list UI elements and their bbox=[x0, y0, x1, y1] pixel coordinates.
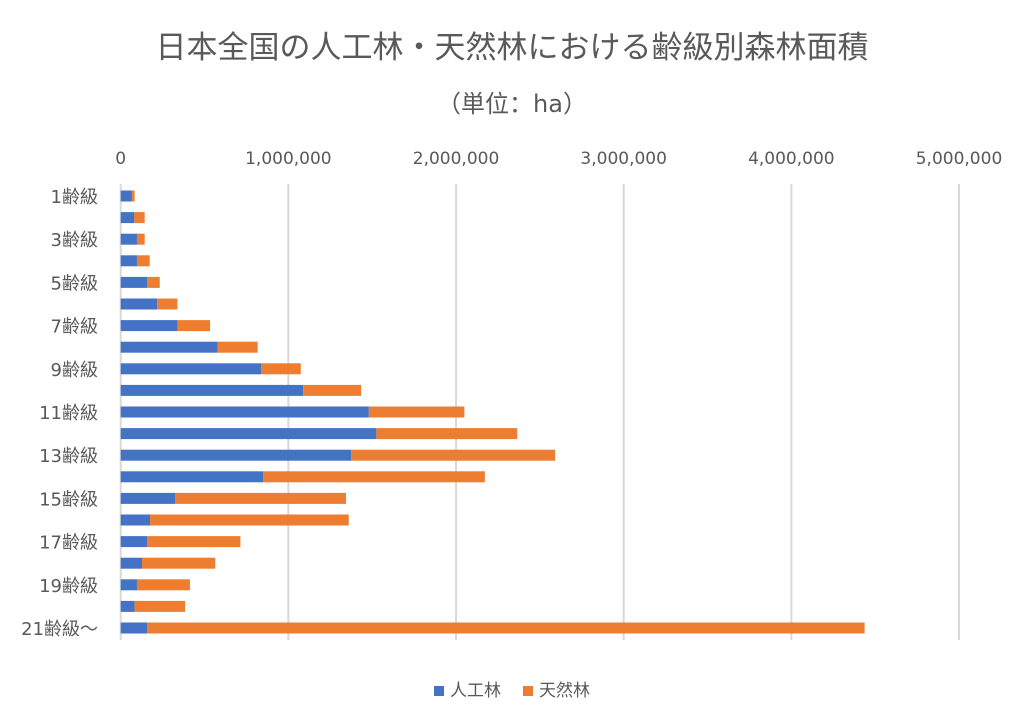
legend-item-natural: 天然林 bbox=[523, 676, 590, 701]
y-tick-label: 5齢級 bbox=[51, 273, 98, 294]
bar-natural bbox=[157, 298, 178, 310]
bar-natural bbox=[147, 276, 160, 288]
legend-label-artificial: 人工林 bbox=[450, 681, 501, 701]
y-tick-label: 17齢級 bbox=[39, 533, 98, 554]
x-tick-label: 4,000,000 bbox=[748, 149, 835, 169]
x-tick-label: 5,000,000 bbox=[916, 149, 1003, 169]
x-tick-label: 0 bbox=[115, 149, 126, 169]
x-tick-label: 3,000,000 bbox=[580, 149, 667, 169]
bar-natural bbox=[147, 536, 241, 548]
bar-artificial bbox=[120, 600, 135, 612]
bar-natural bbox=[217, 341, 258, 353]
legend-swatch-natural bbox=[523, 686, 533, 696]
bar-artificial bbox=[120, 557, 142, 569]
bar-natural bbox=[141, 557, 216, 569]
bar-artificial bbox=[120, 276, 148, 288]
bar-artificial bbox=[120, 212, 135, 224]
y-tick-label: 13齢級 bbox=[39, 446, 98, 467]
y-tick-label: 3齢級 bbox=[51, 230, 98, 251]
bar-natural bbox=[131, 190, 135, 202]
bar-artificial bbox=[120, 363, 262, 375]
y-tick-label: 7齢級 bbox=[51, 317, 98, 338]
bar-artificial bbox=[120, 579, 137, 591]
bar-natural bbox=[136, 579, 190, 591]
bar-artificial bbox=[120, 536, 148, 548]
bar-artificial bbox=[120, 384, 304, 396]
y-tick-label: 15齢級 bbox=[39, 489, 98, 510]
bar-natural bbox=[303, 384, 362, 396]
bar-natural bbox=[147, 622, 865, 634]
bar-natural bbox=[351, 449, 556, 461]
y-tick-label: 21齢級～ bbox=[21, 619, 98, 640]
bar-artificial bbox=[120, 233, 137, 245]
bar-natural bbox=[177, 320, 211, 332]
bar-artificial bbox=[120, 428, 377, 440]
bar-artificial bbox=[120, 622, 148, 634]
x-tick-label: 1,000,000 bbox=[245, 149, 332, 169]
bar-natural bbox=[134, 600, 186, 612]
x-tick-label: 2,000,000 bbox=[413, 149, 500, 169]
bar-natural bbox=[175, 492, 347, 504]
chart-title: 日本全国の人工林・天然林における齢級別森林面積 bbox=[155, 30, 869, 66]
legend-item-artificial: 人工林 bbox=[434, 676, 501, 701]
y-tick-label: 19齢級 bbox=[39, 576, 98, 597]
y-tick-label: 11齢級 bbox=[39, 403, 98, 424]
chart-subtitle: （単位：ha） bbox=[437, 90, 587, 118]
bar-natural bbox=[134, 212, 145, 224]
bar-natural bbox=[136, 233, 145, 245]
bar-artificial bbox=[120, 190, 132, 202]
bar-artificial bbox=[120, 341, 218, 353]
bar-natural bbox=[261, 363, 301, 375]
bar-artificial bbox=[120, 298, 158, 310]
bar-artificial bbox=[120, 255, 137, 267]
y-tick-label: 1齢級 bbox=[51, 187, 98, 208]
bar-artificial bbox=[120, 406, 369, 418]
y-tick-label: 9齢級 bbox=[51, 360, 98, 381]
bar-artificial bbox=[120, 471, 264, 483]
bar-artificial bbox=[120, 449, 352, 461]
bar-natural bbox=[136, 255, 150, 267]
bar-natural bbox=[368, 406, 465, 418]
bar-artificial bbox=[120, 320, 178, 332]
bar-artificial bbox=[120, 514, 151, 526]
bar-natural bbox=[150, 514, 349, 526]
bar-natural bbox=[263, 471, 485, 483]
bar-natural bbox=[376, 428, 518, 440]
bar-artificial bbox=[120, 492, 176, 504]
legend: 人工林 天然林 bbox=[0, 676, 1024, 701]
legend-swatch-artificial bbox=[434, 686, 444, 696]
legend-label-natural: 天然林 bbox=[539, 681, 590, 701]
